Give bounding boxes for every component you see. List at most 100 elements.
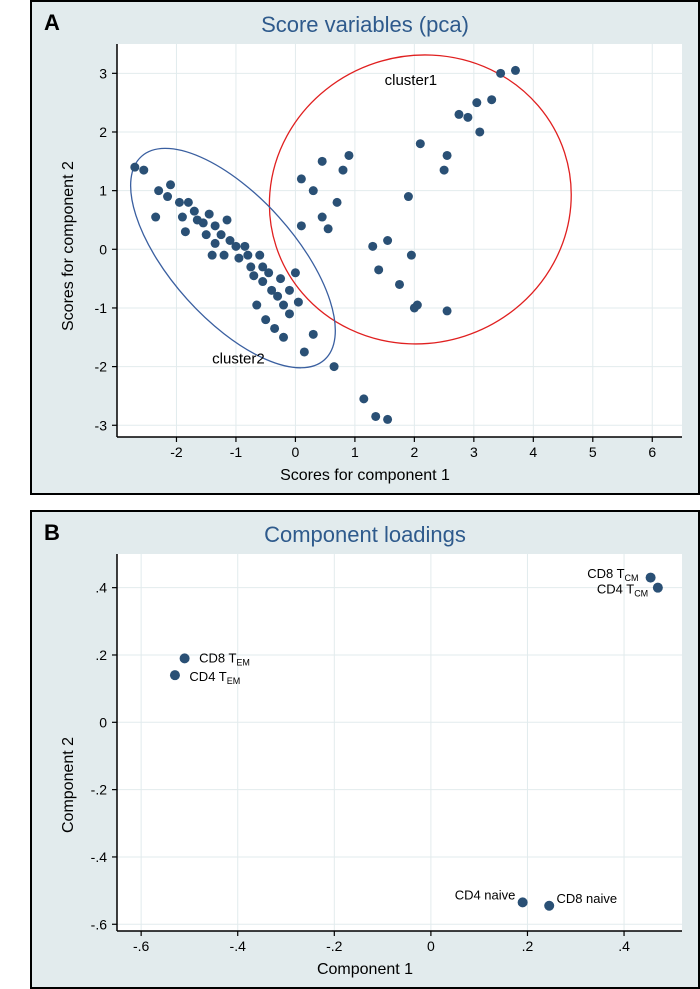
svg-text:1: 1 — [351, 444, 359, 460]
svg-text:.2: .2 — [95, 647, 107, 663]
scatter-point — [285, 286, 294, 295]
svg-text:-.6: -.6 — [133, 938, 150, 954]
scatter-point — [240, 242, 249, 251]
scatter-point — [297, 174, 306, 183]
scatter-point — [416, 139, 425, 148]
scatter-point — [246, 262, 255, 271]
panel-b-xlabel: Component 1 — [32, 961, 698, 979]
scatter-point — [279, 333, 288, 342]
scatter-point — [339, 166, 348, 175]
scatter-point — [318, 157, 327, 166]
scatter-point — [291, 268, 300, 277]
svg-text:-3: -3 — [95, 417, 108, 433]
svg-text:-2: -2 — [95, 359, 108, 375]
scatter-point — [190, 207, 199, 216]
panel-a-svg: -2-10123456-3-2-10123cluster1cluster2 — [117, 44, 682, 437]
scatter-point — [151, 213, 160, 222]
scatter-point — [294, 298, 303, 307]
panel-a-plot: -2-10123456-3-2-10123cluster1cluster2 — [117, 44, 682, 437]
loading-label: CD4 TEM — [189, 669, 240, 686]
scatter-point — [205, 210, 214, 219]
svg-text:.2: .2 — [522, 938, 534, 954]
scatter-point — [359, 394, 368, 403]
panel-a: A Score variables (pca) -2-10123456-3-2-… — [30, 0, 700, 495]
scatter-point — [413, 301, 422, 310]
scatter-point — [261, 315, 270, 324]
scatter-point — [270, 324, 279, 333]
loading-label: CD8 TEM — [199, 650, 250, 667]
panel-a-ylabel: Scores for component 2 — [60, 161, 78, 331]
scatter-point — [463, 113, 472, 122]
scatter-point — [443, 151, 452, 160]
loading-label: CD8 naive — [556, 891, 617, 906]
scatter-point — [511, 66, 520, 75]
panel-b-plot: -.6-.4-.20.2.4-.6-.4-.20.2.4CD8 TEMCD4 T… — [117, 554, 682, 931]
figure-container: A Score variables (pca) -2-10123456-3-2-… — [0, 0, 700, 989]
svg-text:-1: -1 — [95, 300, 108, 316]
svg-text:-2: -2 — [170, 444, 183, 460]
svg-text:-.2: -.2 — [91, 782, 108, 798]
scatter-point — [309, 186, 318, 195]
scatter-point — [249, 271, 258, 280]
scatter-point — [220, 251, 229, 260]
scatter-point — [178, 213, 187, 222]
svg-text:-.6: -.6 — [91, 916, 108, 932]
scatter-point — [374, 265, 383, 274]
svg-text:-.4: -.4 — [230, 938, 247, 954]
scatter-point — [184, 198, 193, 207]
svg-text:1: 1 — [99, 183, 107, 199]
svg-text:2: 2 — [99, 124, 107, 140]
svg-text:.4: .4 — [618, 938, 630, 954]
scatter-point — [273, 292, 282, 301]
scatter-point — [496, 69, 505, 78]
scatter-point — [454, 110, 463, 119]
scatter-point — [234, 254, 243, 263]
scatter-point — [252, 301, 261, 310]
scatter-point — [383, 236, 392, 245]
loading-label: CD4 TCM — [597, 581, 648, 598]
panel-b-ylabel: Component 2 — [60, 736, 78, 832]
panel-a-title: Score variables (pca) — [32, 12, 698, 38]
scatter-point — [395, 280, 404, 289]
scatter-point — [344, 151, 353, 160]
scatter-point — [324, 224, 333, 233]
scatter-point — [223, 215, 232, 224]
scatter-point — [175, 198, 184, 207]
svg-text:-1: -1 — [230, 444, 243, 460]
svg-text:5: 5 — [589, 444, 597, 460]
scatter-point — [333, 198, 342, 207]
loading-point — [518, 897, 528, 907]
scatter-point — [243, 251, 252, 260]
panel-b-title: Component loadings — [32, 522, 698, 548]
panel-b-svg: -.6-.4-.20.2.4-.6-.4-.20.2.4CD8 TEMCD4 T… — [117, 554, 682, 931]
scatter-point — [279, 301, 288, 310]
loading-point — [170, 670, 180, 680]
cluster-label: cluster1 — [385, 72, 438, 89]
scatter-point — [297, 221, 306, 230]
svg-text:0: 0 — [427, 938, 435, 954]
scatter-point — [440, 166, 449, 175]
scatter-point — [202, 230, 211, 239]
svg-text:.4: .4 — [95, 580, 107, 596]
svg-text:3: 3 — [470, 444, 478, 460]
scatter-point — [258, 277, 267, 286]
cluster-ellipse — [232, 16, 609, 383]
scatter-point — [487, 95, 496, 104]
scatter-point — [264, 268, 273, 277]
scatter-point — [300, 347, 309, 356]
svg-text:6: 6 — [648, 444, 656, 460]
svg-text:0: 0 — [292, 444, 300, 460]
scatter-point — [472, 98, 481, 107]
svg-text:-.2: -.2 — [326, 938, 343, 954]
scatter-point — [139, 166, 148, 175]
panel-b: B Component loadings -.6-.4-.20.2.4-.6-.… — [30, 510, 700, 989]
scatter-point — [276, 274, 285, 283]
scatter-point — [383, 415, 392, 424]
scatter-point — [371, 412, 380, 421]
loading-point — [544, 901, 554, 911]
cluster-label: cluster2 — [212, 351, 265, 368]
scatter-point — [318, 213, 327, 222]
svg-text:2: 2 — [410, 444, 418, 460]
svg-text:-.4: -.4 — [91, 849, 108, 865]
scatter-point — [231, 242, 240, 251]
